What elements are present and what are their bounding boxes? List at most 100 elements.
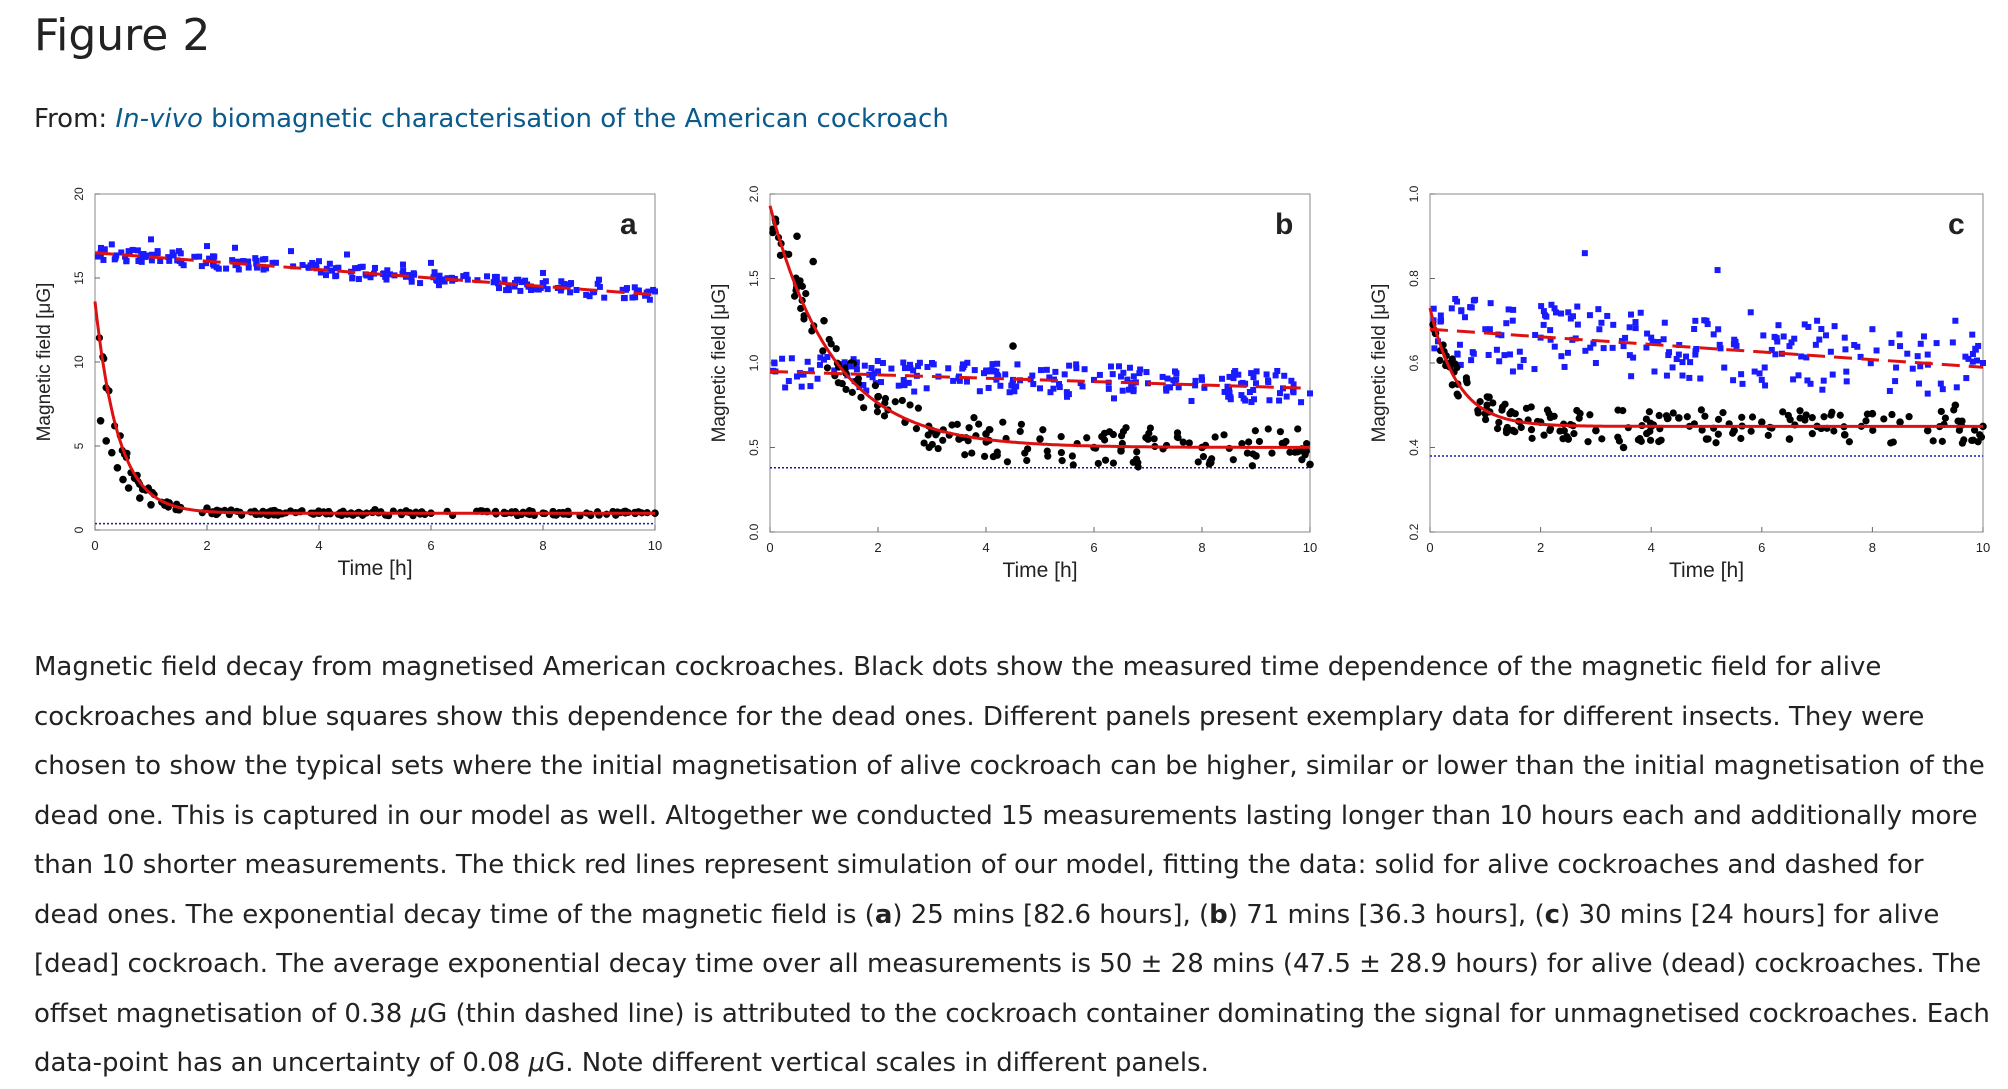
- dead-data-point: [1819, 386, 1826, 393]
- dead-data-point: [1008, 382, 1015, 389]
- dead-data-point: [1264, 377, 1271, 384]
- dead-data-point: [1917, 363, 1924, 370]
- y-tick-label: 1.0: [747, 354, 761, 371]
- dead-data-point: [1496, 358, 1503, 365]
- dead-data-point: [513, 276, 520, 283]
- caption-mu-2: μ: [528, 1048, 546, 1078]
- alive-data-point: [1714, 430, 1722, 438]
- dead-data-point: [148, 236, 154, 243]
- dead-data-point: [204, 243, 210, 250]
- alive-data-point: [961, 451, 969, 459]
- dead-data-point: [1288, 377, 1295, 384]
- dead-data-point: [1627, 311, 1634, 318]
- alive-data-point: [1888, 410, 1896, 419]
- dead-data-point: [1050, 385, 1057, 392]
- alive-data-point: [1941, 414, 1950, 422]
- dead-data-point: [994, 360, 1001, 367]
- dead-data-point: [1963, 375, 1970, 382]
- alive-data-point: [1923, 426, 1932, 435]
- dead-data-point: [460, 273, 467, 280]
- alive-data-point: [1737, 434, 1745, 443]
- alive-data-point: [124, 484, 133, 492]
- alive-data-point: [1502, 426, 1511, 434]
- dead-data-point: [196, 253, 203, 260]
- alive-data-point: [1009, 342, 1017, 350]
- dead-data-point: [850, 356, 857, 363]
- dead-data-point: [1272, 372, 1279, 379]
- dead-data-point: [1896, 331, 1903, 338]
- dead-data-point: [1516, 348, 1523, 355]
- dead-data-point: [1110, 395, 1117, 402]
- dead-data-point: [317, 269, 324, 276]
- x-axis-label: Time [h]: [1669, 559, 1744, 582]
- dead-data-point: [779, 355, 786, 362]
- alive-data-point: [1058, 457, 1066, 465]
- dead-data-point: [1164, 375, 1171, 382]
- dead-data-point: [961, 361, 968, 368]
- x-tick-label: 10: [1303, 540, 1317, 555]
- dead-data-point: [1933, 340, 1940, 347]
- dead-data-point: [1812, 341, 1819, 348]
- dead-data-point: [165, 254, 172, 261]
- alive-data-point: [1840, 431, 1849, 439]
- alive-data-point: [920, 439, 928, 447]
- alive-data-point: [1150, 435, 1158, 443]
- dead-data-point: [652, 288, 658, 295]
- alive-data-point: [1971, 426, 1979, 434]
- alive-data-point: [1929, 437, 1937, 445]
- dead-data-point: [1655, 338, 1662, 345]
- alive-data-point: [1976, 431, 1984, 439]
- dead-data-point: [154, 248, 161, 255]
- dead-data-point: [384, 267, 391, 274]
- dead-data-point: [1472, 296, 1479, 303]
- dead-data-point: [1626, 352, 1633, 359]
- dead-data-point: [1081, 366, 1088, 373]
- dead-data-point: [260, 266, 267, 273]
- dead-data-point: [1632, 319, 1639, 326]
- dead-data-point: [1561, 363, 1568, 370]
- dead-data-point: [924, 363, 931, 370]
- alive-data-point: [1133, 448, 1141, 456]
- dead-data-point: [985, 384, 992, 391]
- dead-data-point: [518, 279, 525, 286]
- dead-data-point: [1510, 306, 1517, 313]
- dead-data-point: [989, 361, 996, 368]
- x-tick-label: 0: [766, 540, 773, 555]
- dead-data-point: [539, 280, 546, 287]
- dead-data-point: [1547, 327, 1554, 334]
- dead-data-point: [1456, 341, 1463, 348]
- alive-data-point: [1637, 437, 1645, 445]
- dead-data-point: [436, 272, 443, 279]
- dead-data-point: [1248, 370, 1255, 377]
- dead-data-point: [1137, 366, 1144, 373]
- dead-data-point: [866, 371, 873, 378]
- alive-data-point: [1614, 433, 1622, 441]
- dead-data-point: [1675, 351, 1682, 358]
- dead-data-point: [645, 288, 652, 295]
- dead-data-point: [387, 271, 394, 278]
- alive-data-point: [1489, 399, 1497, 407]
- dead-data-point: [326, 260, 333, 267]
- alive-data-point: [790, 292, 799, 300]
- alive-data-point: [1117, 447, 1125, 455]
- dead-data-point: [1276, 397, 1283, 404]
- alive-fit-line: [768, 205, 1310, 449]
- alive-data-point: [820, 316, 828, 325]
- y-tick-label: 5: [72, 442, 86, 449]
- dead-data-point: [1283, 393, 1290, 400]
- article-link[interactable]: In-vivo biomagnetic characterisation of …: [115, 104, 948, 134]
- dead-data-point: [408, 275, 415, 282]
- dead-data-point: [620, 295, 627, 302]
- alive-data-point: [1245, 438, 1253, 446]
- dead-data-point: [1610, 321, 1617, 328]
- caption-mu-1: μ: [410, 998, 428, 1029]
- dead-data-point: [433, 276, 440, 283]
- alive-data-point: [1570, 430, 1578, 438]
- dead-data-point: [798, 383, 805, 390]
- dead-data-point: [206, 255, 213, 262]
- dead-data-point: [1454, 351, 1461, 358]
- dead-data-point: [484, 273, 490, 280]
- alive-data-point: [965, 424, 973, 432]
- dead-data-point: [1949, 339, 1956, 346]
- dead-data-point: [1693, 345, 1700, 352]
